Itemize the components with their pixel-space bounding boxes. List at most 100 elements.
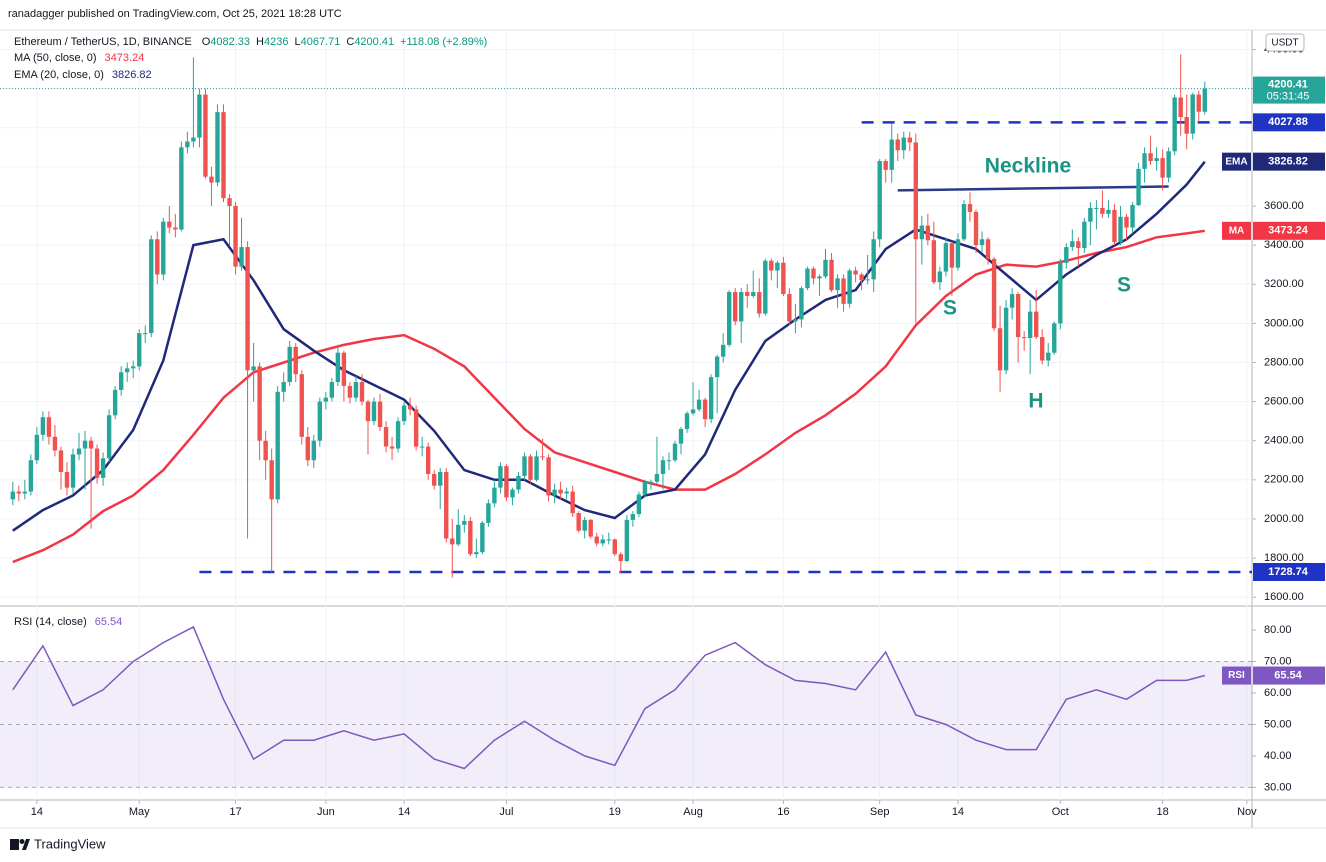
candle-body <box>871 239 876 280</box>
x-tick-label: Jul <box>499 806 513 818</box>
candle-body <box>161 221 166 275</box>
candle-body <box>1178 97 1183 118</box>
candle-body <box>684 413 690 429</box>
candle-body <box>901 137 906 151</box>
candle-body <box>1112 209 1117 243</box>
level-tag-bg <box>1253 562 1325 581</box>
candle-body <box>317 401 323 441</box>
x-tick-label: 16 <box>777 806 789 818</box>
y-tick-label: 2800.00 <box>1264 356 1304 368</box>
candle-body <box>1070 241 1075 248</box>
candle-body <box>1172 97 1177 152</box>
bar-countdown: 05:31:45 <box>1267 90 1310 102</box>
x-tick-label: 14 <box>398 806 410 818</box>
pattern-label: H <box>1028 390 1043 413</box>
rsi-tick-label: 60.00 <box>1264 687 1292 699</box>
y-tick-label: 1600.00 <box>1264 591 1304 603</box>
y-tick-label: 3600.00 <box>1264 200 1304 212</box>
last-price-tag-bg <box>1253 76 1325 104</box>
candle-body <box>438 472 443 486</box>
candle-body <box>425 446 431 474</box>
candle-body <box>883 161 888 170</box>
candle-body <box>991 258 997 329</box>
candle-body <box>558 489 563 494</box>
rsi-tick-label: 50.00 <box>1264 718 1292 730</box>
candle-body <box>1058 262 1063 324</box>
ohlc-label: O <box>202 36 211 48</box>
y-tick-label: 3000.00 <box>1264 317 1304 329</box>
candle-body <box>329 382 335 398</box>
candle-body <box>654 473 660 482</box>
candle-body <box>552 489 557 496</box>
ma-tag-bg <box>1253 152 1325 171</box>
candle-body <box>1076 241 1081 249</box>
ma-tag-name-bg <box>1222 152 1251 171</box>
main-pane <box>0 54 1252 578</box>
candle-body <box>853 270 858 275</box>
y-tick-label: 3400.00 <box>1264 239 1304 251</box>
legend: Ethereum / TetherUS, 1D, BINANCE O4082.33… <box>14 36 487 628</box>
candle-body <box>636 494 642 515</box>
candle-body <box>76 448 82 455</box>
level-tag: 4027.88 <box>1268 116 1308 128</box>
x-tick-label: Oct <box>1052 806 1069 818</box>
candle-body <box>811 268 816 279</box>
candle-body <box>112 389 118 416</box>
y-tick-label: 2600.00 <box>1264 396 1304 408</box>
candle-body <box>413 409 419 447</box>
candle-body <box>1142 153 1147 169</box>
candle-body <box>377 401 383 428</box>
candle-body <box>973 211 979 246</box>
candle-body <box>504 466 509 498</box>
candle-body <box>444 472 449 539</box>
x-tick-label: Jun <box>317 806 335 818</box>
indicator-value: 65.54 <box>95 616 123 628</box>
candle-body <box>733 292 738 322</box>
candle-body <box>1034 311 1039 338</box>
rsi-tick-label: 40.00 <box>1264 750 1292 762</box>
ohlc-value: 4067.71 <box>301 36 341 48</box>
x-tick-label: 18 <box>1156 806 1168 818</box>
rsi-line <box>12 625 1205 770</box>
logo-mark <box>10 839 19 850</box>
x-tick-label: Nov <box>1237 806 1257 818</box>
logo-mark <box>19 839 25 844</box>
candle-body <box>1046 352 1051 361</box>
candle-body <box>456 524 461 545</box>
rsi-tick-label: 70.00 <box>1264 655 1292 667</box>
candle-body <box>696 399 702 410</box>
y-tick-label: 3200.00 <box>1264 278 1304 290</box>
rsi-tick-label: 30.00 <box>1264 781 1292 793</box>
candle-body <box>173 227 178 230</box>
neckline <box>897 185 1169 192</box>
candle-body <box>823 259 828 277</box>
ohlc-label: H <box>256 36 264 48</box>
candle-body <box>600 539 605 544</box>
footer-brand: TradingView <box>34 836 106 851</box>
candle-body <box>775 262 780 271</box>
candle-body <box>498 466 503 488</box>
candle-body <box>245 247 250 371</box>
candle-body <box>1003 307 1009 371</box>
candle-body <box>70 454 76 488</box>
candle-body <box>88 440 94 449</box>
x-tick-label: 14 <box>31 806 43 818</box>
candle-body <box>1015 294 1021 338</box>
ma-tag: 3826.82 <box>1268 156 1308 168</box>
candle-body <box>1106 209 1111 214</box>
candle-body <box>16 491 22 494</box>
candle-body <box>191 137 196 142</box>
candle-body <box>955 239 961 268</box>
candle-body <box>672 443 678 461</box>
candle-body <box>34 434 40 461</box>
candle-body <box>197 94 202 138</box>
candle-body <box>149 239 154 334</box>
ma-tag-bg <box>1253 221 1325 240</box>
candle-body <box>690 409 696 414</box>
candle-body <box>534 456 539 480</box>
ma-tag-name: EMA <box>1225 156 1247 167</box>
candle-body <box>371 401 377 422</box>
candle-body <box>931 240 937 283</box>
candle-body <box>64 472 70 488</box>
candle-body <box>227 198 232 207</box>
